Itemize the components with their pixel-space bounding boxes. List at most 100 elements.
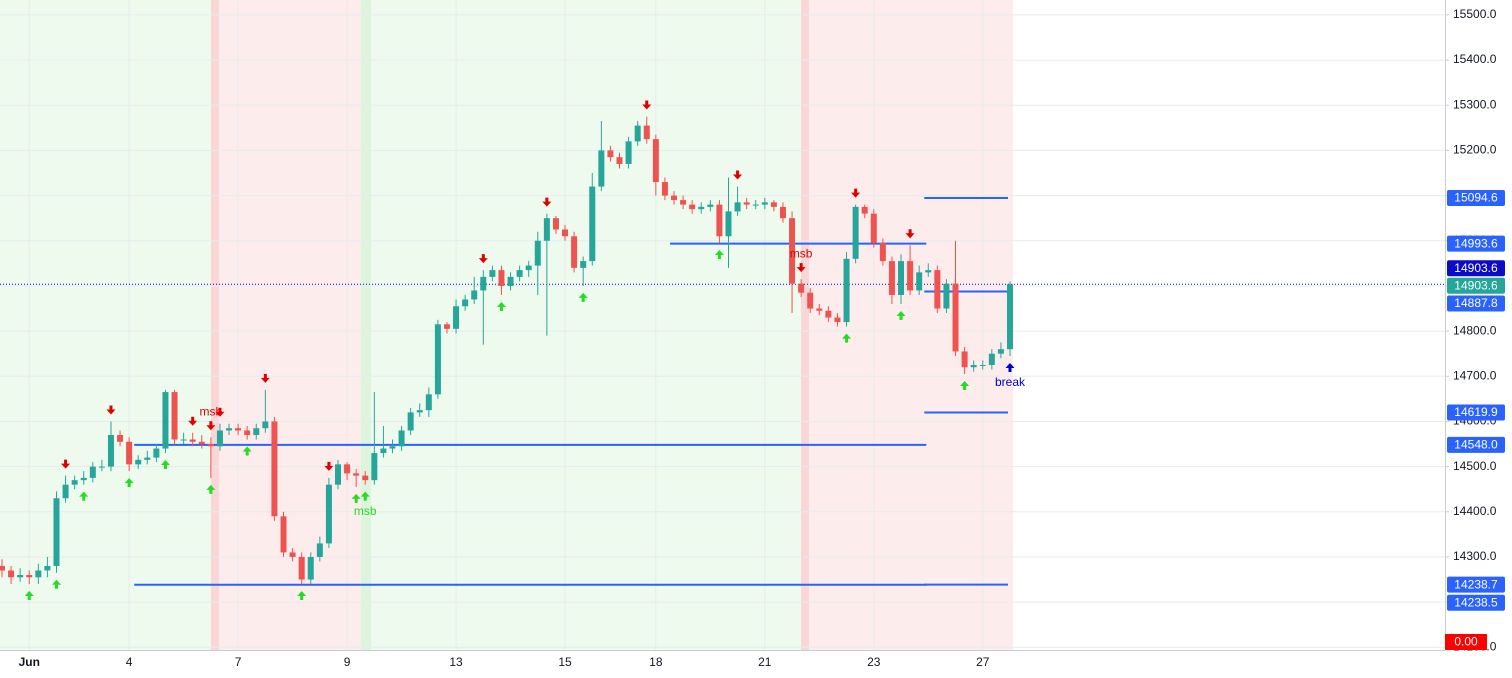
candle-body (952, 283, 959, 352)
sell-arrow (905, 229, 915, 239)
last-price-tag (1447, 260, 1505, 277)
candle-body (307, 556, 314, 580)
candle-body (607, 150, 614, 158)
candle-body (89, 466, 96, 478)
candle-body (389, 446, 396, 449)
candle-body (189, 439, 196, 442)
candle-body (643, 125, 650, 140)
candle-body (716, 204, 723, 237)
sell-arrow (733, 170, 743, 180)
level-tag-label: 14238.5 (1454, 595, 1498, 609)
buy-arrow (351, 493, 361, 503)
sell-arrow (61, 459, 71, 469)
signal-label: msb (354, 504, 377, 518)
candle-body (271, 421, 278, 517)
candle-body (725, 211, 732, 237)
level-tag (1447, 404, 1505, 421)
buy-arrow (496, 301, 506, 311)
x-tick-label: Jun (19, 655, 40, 669)
signal-label: msb (790, 246, 813, 260)
candle-body (17, 575, 24, 578)
sell-arrow (478, 254, 488, 264)
sell-arrow (796, 263, 806, 273)
y-tick-label: 15400.0 (1453, 52, 1497, 66)
x-tick-label: 4 (126, 655, 133, 669)
sell-arrow (188, 416, 198, 426)
candle-body (843, 258, 850, 323)
indicator-tag (1445, 634, 1487, 650)
candle-body (598, 150, 605, 187)
indicator-tag-label: 0.00 (1454, 635, 1478, 649)
candle-body (135, 459, 142, 465)
candle-body (153, 448, 160, 458)
y-tick-label: 14300.0 (1453, 549, 1497, 563)
candle-body (516, 270, 523, 277)
candle-body (789, 218, 796, 284)
y-tick-label: 14500.0 (1453, 459, 1497, 473)
x-tick-label: 27 (976, 655, 990, 669)
y-tick-label: 15200.0 (1453, 143, 1497, 157)
level-tag-label: 14993.6 (1454, 236, 1498, 250)
candle-body (35, 570, 42, 578)
candle-body (226, 428, 233, 431)
candle-body (625, 141, 632, 164)
candle-body (207, 444, 214, 447)
sell-arrow (106, 405, 116, 415)
last-price-tag-label: 14903.6 (1454, 261, 1498, 275)
close-tag-label: 14903.6 (1454, 278, 1498, 292)
candle-body (743, 202, 750, 205)
background-zones (0, 0, 1013, 650)
buy-arrow (79, 491, 89, 501)
candle-body (562, 229, 569, 237)
candle-body (453, 306, 460, 329)
candle-body (652, 139, 659, 183)
signal-label: msb (200, 404, 223, 418)
candle-body (707, 204, 714, 207)
bull-zone (371, 0, 801, 650)
candle-body (571, 236, 578, 268)
candle-body (371, 453, 378, 481)
bear-zone (211, 0, 361, 650)
candle-body (988, 353, 995, 365)
y-tick-label: 15300.0 (1453, 97, 1497, 111)
candle-body (216, 430, 223, 447)
candle-body (761, 202, 768, 205)
candle-body (362, 475, 369, 481)
candle-body (198, 441, 205, 445)
candle-body (525, 265, 532, 271)
x-tick-label: 18 (649, 655, 663, 669)
buy-arrow (960, 381, 970, 391)
price-tags: 15094.6 14993.6 14887.8 14619.9 14548.0 14238… (1445, 190, 1505, 650)
candle-body (888, 261, 895, 295)
candle-body (543, 218, 550, 241)
candle-body (816, 308, 823, 311)
candle-body (997, 349, 1004, 354)
bear-zone-edge (801, 0, 809, 650)
sell-arrow (851, 188, 861, 198)
candle-body (616, 157, 623, 164)
sell-arrow (324, 461, 334, 471)
candle-body (752, 204, 759, 206)
candle-body (325, 484, 332, 544)
buy-arrow (714, 250, 724, 260)
candle-body (53, 498, 60, 566)
candle-body (580, 261, 587, 268)
candle-body (507, 276, 514, 286)
candle-body (171, 392, 178, 440)
plot: msb msb msb break (0, 100, 1445, 601)
candle-body (807, 292, 814, 309)
candle-body (244, 430, 251, 435)
candle-body (335, 464, 341, 485)
buy-arrow (360, 491, 370, 501)
candle-body (462, 299, 469, 307)
candle-body (253, 428, 260, 435)
y-tick-label: 14800.0 (1453, 323, 1497, 337)
candle-body (434, 324, 441, 395)
candle-body (162, 392, 169, 449)
x-tick-label: 15 (558, 655, 572, 669)
bear-zone (801, 0, 1013, 650)
candle-body (398, 430, 405, 447)
candle-body (1007, 284, 1013, 350)
